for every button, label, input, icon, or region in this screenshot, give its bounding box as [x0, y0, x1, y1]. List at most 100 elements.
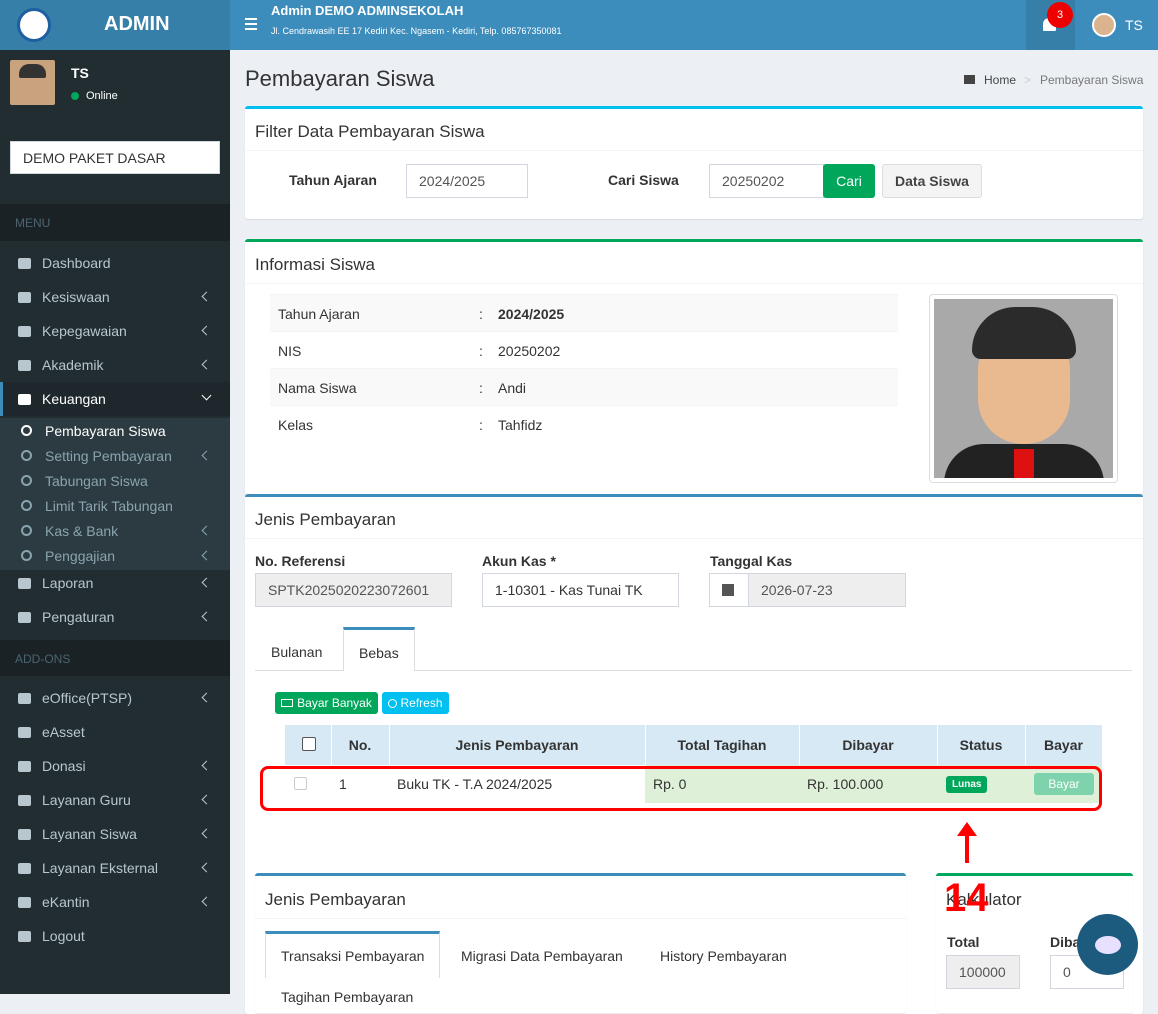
breadcrumb-home[interactable]: Home [984, 73, 1017, 87]
info-cell: Tahun Ajaran [278, 307, 360, 321]
info-row: Kelas: Tahfidz [270, 405, 898, 442]
menu-item[interactable]: Layanan Eksternal [0, 851, 230, 885]
account-value: 1-10301 - Kas Tunai TK [495, 582, 643, 598]
col-border [389, 725, 390, 803]
chevron [201, 450, 212, 461]
menu-item[interactable]: eOffice(PTSP) [0, 681, 230, 715]
row-checkbox[interactable] [294, 777, 307, 790]
date-input[interactable]: 2026-07-23 [748, 573, 906, 607]
fee-table: No. Jenis Pembayaran Total Tagihan Dibayar S… [285, 725, 1103, 803]
info-cell: Kelas [278, 418, 313, 432]
submenu-item[interactable]: Limit Tarik Tabungan [0, 493, 230, 518]
chevron [201, 760, 212, 771]
account-select[interactable]: 1-10301 - Kas Tunai TK [482, 573, 679, 607]
table-header: No. [331, 725, 389, 765]
tab-bulanan[interactable]: Bulanan [271, 644, 323, 660]
menu-item[interactable]: eAsset [0, 715, 230, 749]
sidebar: TS Online DEMO PAKET DASAR MENU ADD-ONS … [0, 50, 230, 994]
user-name[interactable]: TS [1125, 17, 1143, 33]
menu-item[interactable]: Kepegawaian [0, 314, 230, 348]
chevron [201, 896, 212, 907]
lower-tab[interactable]: Migrasi Data Pembayaran [461, 948, 623, 964]
menu-item[interactable]: Laporan [0, 566, 230, 600]
sidebar-avatar [10, 60, 55, 105]
total-value: 100000 [959, 964, 1006, 980]
select-all[interactable] [302, 737, 316, 751]
menu-toggle[interactable] [245, 18, 257, 30]
chevron [201, 794, 212, 805]
package-select[interactable]: DEMO PAKET DASAR [10, 141, 220, 174]
submenu-item[interactable]: Kas & Bank [0, 518, 230, 543]
info-cell-label: : [479, 306, 483, 322]
menu-label: Layanan Guru [42, 792, 131, 808]
menu-label: Layanan Eksternal [42, 860, 158, 876]
submenu-item[interactable]: Tabungan Siswa [0, 468, 230, 493]
menu-item[interactable]: Layanan Guru [0, 783, 230, 817]
page-title: Pembayaran Siswa [245, 66, 435, 91]
ref-value: SPTK2025020223072601 [268, 582, 430, 598]
refresh-label: Refresh [400, 696, 443, 710]
submenu-icon [21, 550, 32, 561]
info-row: NIS: 20250202 [270, 331, 898, 368]
info-cell-label: 2024/2025 [498, 306, 565, 322]
info-cell: NIS [278, 344, 301, 358]
info-title: Informasi Siswa [255, 255, 375, 274]
lower-tab[interactable]: Transaksi Pembayaran [281, 948, 425, 964]
total-label: Total [947, 934, 980, 950]
menu-icon [18, 257, 31, 269]
search-input[interactable]: 20250202 [709, 164, 824, 198]
submenu-icon [21, 525, 32, 536]
table-cell-label: Buku TK - T.A 2024/2025 [397, 776, 553, 792]
filter-box: Filter Data Pembayaran Siswa Tahun Ajara… [245, 106, 1143, 219]
refresh-button[interactable]: Refresh [382, 692, 449, 714]
lower-tab[interactable]: History Pembayaran [660, 948, 787, 964]
status-badge: Lunas [946, 776, 988, 793]
table-header-label: No. [348, 737, 372, 753]
menu-item[interactable]: Dashboard [0, 246, 230, 280]
col-border [331, 725, 332, 803]
chevron [201, 577, 212, 588]
menu-item[interactable]: eKantin [0, 885, 230, 919]
year-select[interactable]: 2024/2025 [406, 164, 528, 198]
submenu-item[interactable]: Pembayaran Siswa [0, 418, 230, 443]
annotation: 14 [944, 876, 989, 920]
year-label: Tahun Ajaran [289, 172, 377, 188]
info-row: Tahun Ajaran: 2024/2025 [270, 294, 898, 331]
ref-input[interactable]: SPTK2025020223072601 [255, 573, 452, 607]
menu-item[interactable]: Logout [0, 919, 230, 953]
user-avatar[interactable] [1092, 13, 1116, 37]
search-button[interactable]: Cari [823, 164, 875, 198]
table-header: Status [937, 725, 1025, 765]
online-dot [71, 92, 79, 100]
lower-tab[interactable]: Tagihan Pembayaran [281, 989, 414, 1005]
submenu-item[interactable]: Setting Pembayaran [0, 443, 230, 468]
menu-item[interactable]: Keuangan [0, 382, 230, 416]
total-input[interactable]: 100000 [946, 955, 1020, 989]
menu-item[interactable]: Pengaturan [0, 600, 230, 634]
table-header-label: Status [959, 737, 1003, 753]
table-header: Total Tagihan [645, 725, 799, 765]
tab-bebas[interactable]: Bebas [343, 627, 415, 671]
menu-item[interactable]: Kesiswaan [0, 280, 230, 314]
pay-button[interactable]: Bayar [1034, 773, 1094, 795]
lower-box: Jenis Pembayaran Transaksi Pembayaran Mi… [255, 873, 906, 1013]
notification-button[interactable]: 3 [1026, 0, 1075, 50]
student-photo [929, 294, 1118, 483]
students-button[interactable]: Data Siswa [882, 164, 982, 198]
info-cell: 2024/2025 [498, 307, 564, 321]
menu-item[interactable]: Layanan Siswa [0, 817, 230, 851]
menu-item[interactable]: Donasi [0, 749, 230, 783]
bulk-pay-button[interactable]: Bayar Banyak [275, 692, 378, 714]
menu-item[interactable]: Akademik [0, 348, 230, 382]
table-cell-label: Rp. 0 [653, 776, 687, 792]
chat-bubble[interactable] [1077, 914, 1138, 975]
submenu-item[interactable]: Penggajian [0, 543, 230, 568]
calendar-icon[interactable] [709, 573, 749, 607]
submenu-icon [21, 450, 32, 461]
table-cell: Buku TK - T.A 2024/2025 [397, 777, 552, 791]
chevron [201, 611, 212, 622]
year-value: 2024/2025 [419, 173, 486, 189]
menu-label: Keuangan [42, 391, 106, 407]
lower-title: Jenis Pembayaran [265, 890, 406, 909]
menu-icon [18, 930, 31, 942]
